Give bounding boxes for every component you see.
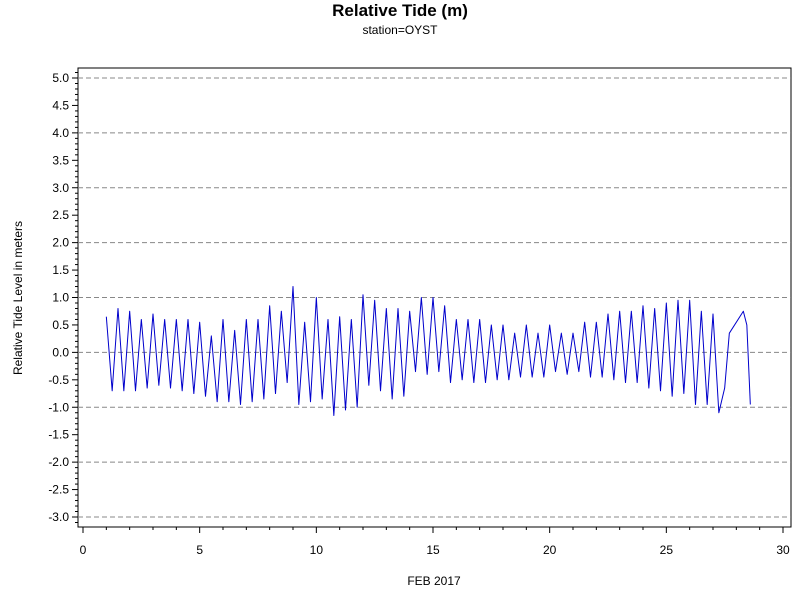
grid-lines — [78, 77, 791, 518]
y-axis-ticks: 5.0 4.5 4.0 3.5 3.0 2.5 2.0 1.5 1.0 0.5 0.0 -0.5 -1.… — [48, 71, 78, 524]
y-tick-label: 0.5 — [52, 318, 69, 332]
y-tick-label: 3.0 — [52, 181, 69, 195]
x-tick-label: 25 — [660, 543, 674, 557]
y-tick-label: -1.0 — [48, 400, 69, 414]
x-axis-ticks: 0 5 10 15 20 25 30 — [80, 527, 790, 557]
y-tick-label: 1.5 — [52, 263, 69, 277]
y-tick-label: 2.5 — [52, 208, 69, 222]
tide-series — [105, 286, 751, 416]
x-tick-label: 0 — [80, 543, 87, 557]
x-axis-label: FEB 2017 — [407, 574, 461, 588]
x-tick-label: 10 — [310, 543, 324, 557]
y-axis-label: Relative Tide Level in meters — [11, 221, 25, 375]
chart-subtitle: station=OYST — [362, 23, 438, 37]
y-tick-label: 4.5 — [52, 98, 69, 112]
y-tick-label: 0.0 — [52, 345, 69, 359]
y-tick-label: -2.5 — [48, 483, 69, 497]
y-tick-label: -1.5 — [48, 428, 69, 442]
chart-title: Relative Tide (m) — [332, 1, 468, 20]
x-tick-label: 30 — [776, 543, 790, 557]
tide-line — [105, 286, 751, 416]
x-tick-label: 15 — [426, 543, 440, 557]
x-tick-label: 5 — [196, 543, 203, 557]
x-tick-label: 20 — [543, 543, 557, 557]
y-tick-label: 5.0 — [52, 71, 69, 85]
y-tick-label: 4.0 — [52, 126, 69, 140]
y-tick-label: 3.5 — [52, 153, 69, 167]
y-tick-label: -3.0 — [48, 510, 69, 524]
y-tick-label: 2.0 — [52, 236, 69, 250]
y-tick-label: 1.0 — [52, 291, 69, 305]
y-tick-label: -0.5 — [48, 373, 69, 387]
y-tick-label: -2.0 — [48, 455, 69, 469]
